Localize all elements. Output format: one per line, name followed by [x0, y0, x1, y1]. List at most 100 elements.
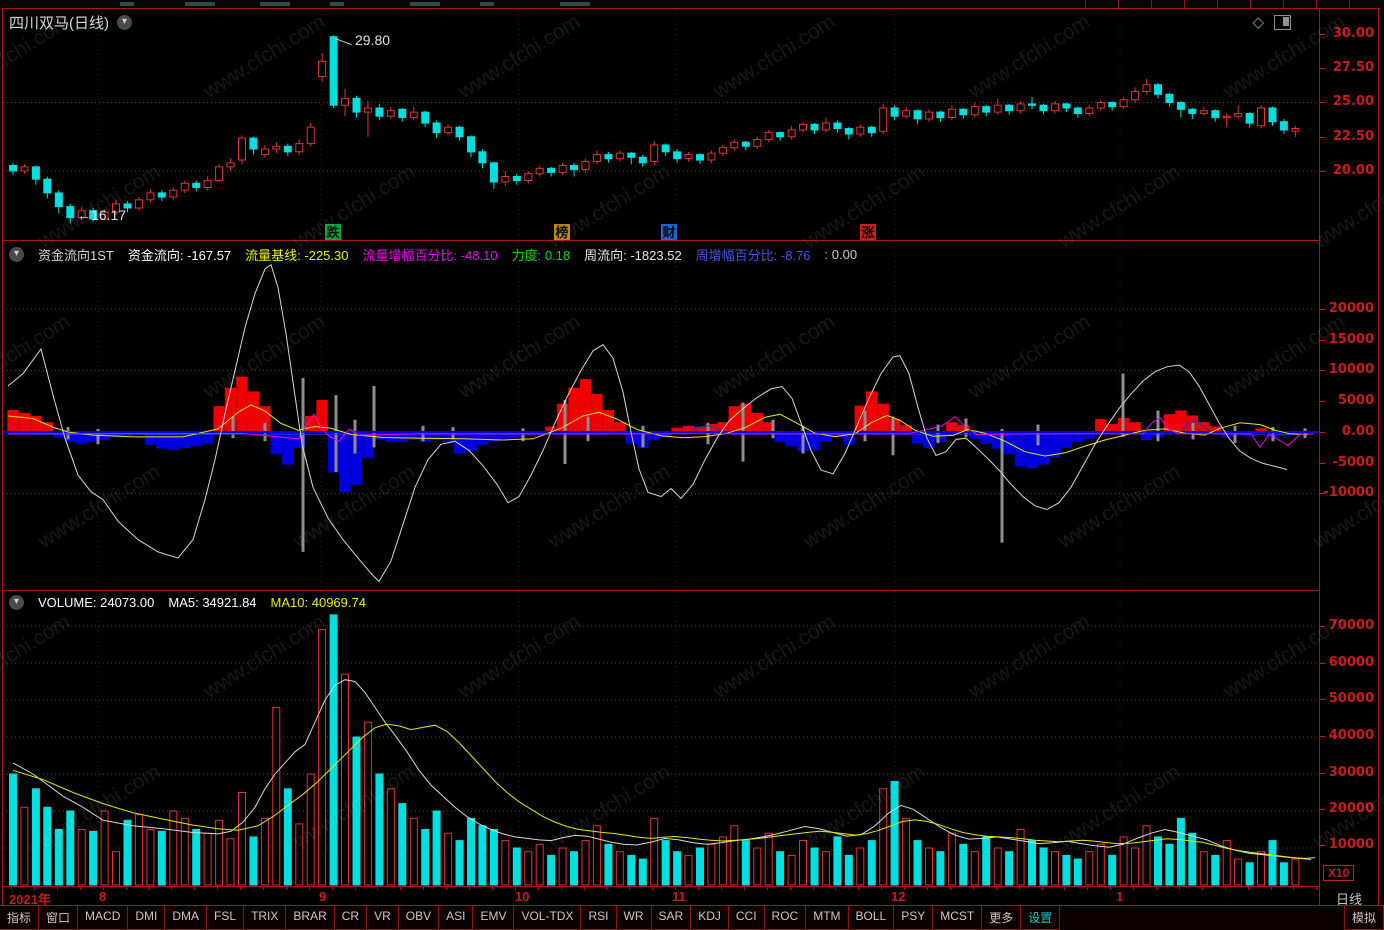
indicator-tab-cr[interactable]: CR — [334, 906, 368, 930]
y-axis-label: -10000 — [1323, 485, 1374, 500]
low-price-annotation: ←16.17 — [77, 207, 127, 223]
panel-divider — [3, 240, 1378, 241]
stock-title: 四川双马(日线) — [9, 15, 109, 32]
x-axis-tick — [1201, 887, 1203, 890]
y-axis-tick — [1320, 493, 1325, 494]
x-axis-tick — [79, 887, 81, 890]
volume-chart[interactable] — [3, 591, 1319, 886]
indicator-tab-sar[interactable]: SAR — [651, 906, 692, 930]
indicator-tab-macd[interactable]: MACD — [78, 906, 129, 930]
x-axis-tick — [1041, 887, 1043, 890]
x-axis-tick — [423, 887, 425, 890]
x-axis-tick — [400, 887, 402, 890]
y-axis-tick — [1320, 34, 1325, 35]
x-axis-tick — [148, 887, 150, 890]
event-badge[interactable]: 涨 — [860, 224, 876, 241]
cutoff-button-separator — [1250, 0, 1251, 8]
y-axis-label: 50000 — [1328, 691, 1374, 706]
indicator-tab-wr[interactable]: WR — [616, 906, 652, 930]
high-price-annotation: 29.80 — [355, 32, 391, 48]
x-axis-label: 11 — [672, 889, 686, 904]
x-axis-tick — [1133, 887, 1135, 890]
x-axis-tick — [262, 887, 264, 890]
diamond-icon[interactable]: ◇ — [1252, 14, 1264, 31]
period-label: 日线 — [1336, 892, 1363, 907]
indicator-tab-设置[interactable]: 设置 — [1021, 906, 1061, 930]
toolbar-right-item[interactable]: 模拟 — [1343, 906, 1384, 930]
event-badge[interactable]: 榜 — [554, 224, 570, 241]
event-badge[interactable]: 财 — [661, 224, 677, 241]
volume-multiplier-badge: X10 — [1323, 865, 1355, 881]
indicator-tab-emv[interactable]: EMV — [473, 906, 515, 930]
indicator-tab-更多[interactable]: 更多 — [982, 906, 1022, 930]
flow-header-value: 资金流向: -167.57 — [127, 248, 232, 263]
x-axis-tick — [1018, 887, 1020, 890]
y-axis-tick — [1320, 370, 1325, 371]
event-badge[interactable]: 跌 — [325, 224, 341, 241]
indicator-tab-cci[interactable]: CCI — [728, 906, 765, 930]
indicator-tab-vol-tdx[interactable]: VOL-TDX — [514, 906, 582, 930]
x-axis-tick — [949, 887, 951, 890]
y-axis-label: 30000 — [1328, 765, 1374, 780]
indicator-tab-asi[interactable]: ASI — [439, 906, 474, 930]
x-axis-tick — [835, 887, 837, 890]
x-axis-tick — [629, 887, 631, 890]
x-axis-tick — [698, 887, 699, 890]
money-flow-chart[interactable] — [3, 241, 1319, 590]
x-axis-tick — [972, 887, 974, 890]
x-axis-tick — [652, 887, 654, 890]
indicator-tab-boll[interactable]: BOLL — [848, 906, 895, 930]
x-axis-tick — [1293, 887, 1295, 890]
x-axis-tick — [904, 887, 906, 890]
y-axis-label: 10000 — [1328, 837, 1374, 852]
x-axis-label: 12 — [891, 889, 906, 904]
cutoff-text-fragment — [260, 2, 290, 6]
x-axis-tick — [171, 887, 173, 890]
cutoff-text-fragment — [330, 2, 344, 6]
y-axis-label: 15000 — [1328, 332, 1374, 347]
cutoff-button-separator — [1316, 0, 1317, 8]
x-axis-tick — [285, 887, 287, 890]
indicator-tab-obv[interactable]: OBV — [398, 906, 440, 930]
x-axis-tick — [240, 887, 241, 890]
y-axis-column: X10 日线 30.00 27.50 25.00 22.50 20.00 20000 150… — [1319, 9, 1378, 907]
indicator-tab-指标[interactable]: 指标 — [0, 906, 40, 930]
indicator-tab-brar[interactable]: BRAR — [286, 906, 335, 930]
chevron-down-icon[interactable]: ▾ — [9, 247, 24, 262]
volume-panel: ▾ VOLUME: 24073.00 MA5: 34921.84 MA10: 409… — [3, 591, 1319, 886]
chart-frame: 四川双马(日线) ▾ ◇ 29.80 ←16.17 跌 榜 财 涨 ▾ 资金流向1ST… — [2, 8, 1379, 907]
x-axis-tick — [194, 887, 196, 890]
indicator-tab-mcst[interactable]: MCST — [933, 906, 983, 930]
cutoff-button-separator — [1085, 0, 1086, 8]
x-axis-tick — [56, 887, 58, 890]
indicator-tab-kdj[interactable]: KDJ — [691, 906, 729, 930]
flow-header-value: 流量增幅百分比: -48.10 — [362, 248, 498, 263]
indicator-tab-psy[interactable]: PSY — [894, 906, 934, 930]
x-axis-tick — [927, 887, 928, 890]
indicator-tab-rsi[interactable]: RSI — [581, 906, 617, 930]
chevron-down-icon[interactable]: ▾ — [117, 15, 132, 30]
indicator-tab-trix[interactable]: TRIX — [244, 906, 287, 930]
x-axis-tick — [720, 887, 722, 890]
indicator-tab-roc[interactable]: ROC — [764, 906, 807, 930]
y-axis-label: 20000 — [1328, 801, 1374, 816]
split-window-icon[interactable] — [1274, 14, 1291, 30]
flow-header-value: 资金流向1ST — [38, 248, 114, 263]
cutoff-button-separator — [1184, 0, 1185, 8]
x-axis-tick — [766, 887, 768, 890]
indicator-tab-dmi[interactable]: DMI — [128, 906, 166, 930]
x-axis-tick — [812, 887, 814, 890]
y-axis-tick — [1320, 699, 1325, 700]
indicator-tab-vr[interactable]: VR — [367, 906, 399, 930]
x-axis-label: 1 — [1116, 889, 1124, 904]
x-axis-tick — [308, 887, 310, 890]
indicator-tab-窗口[interactable]: 窗口 — [39, 906, 79, 930]
panel-corner-icons: ◇ — [1252, 13, 1291, 31]
x-axis-tick — [491, 887, 493, 890]
indicator-tab-mtm[interactable]: MTM — [806, 906, 849, 930]
candlestick-chart[interactable] — [3, 9, 1319, 240]
chevron-down-icon[interactable]: ▾ — [9, 595, 24, 610]
indicator-tab-fsl[interactable]: FSL — [207, 906, 245, 930]
x-axis-tick — [354, 887, 356, 890]
indicator-tab-dma[interactable]: DMA — [165, 906, 208, 930]
